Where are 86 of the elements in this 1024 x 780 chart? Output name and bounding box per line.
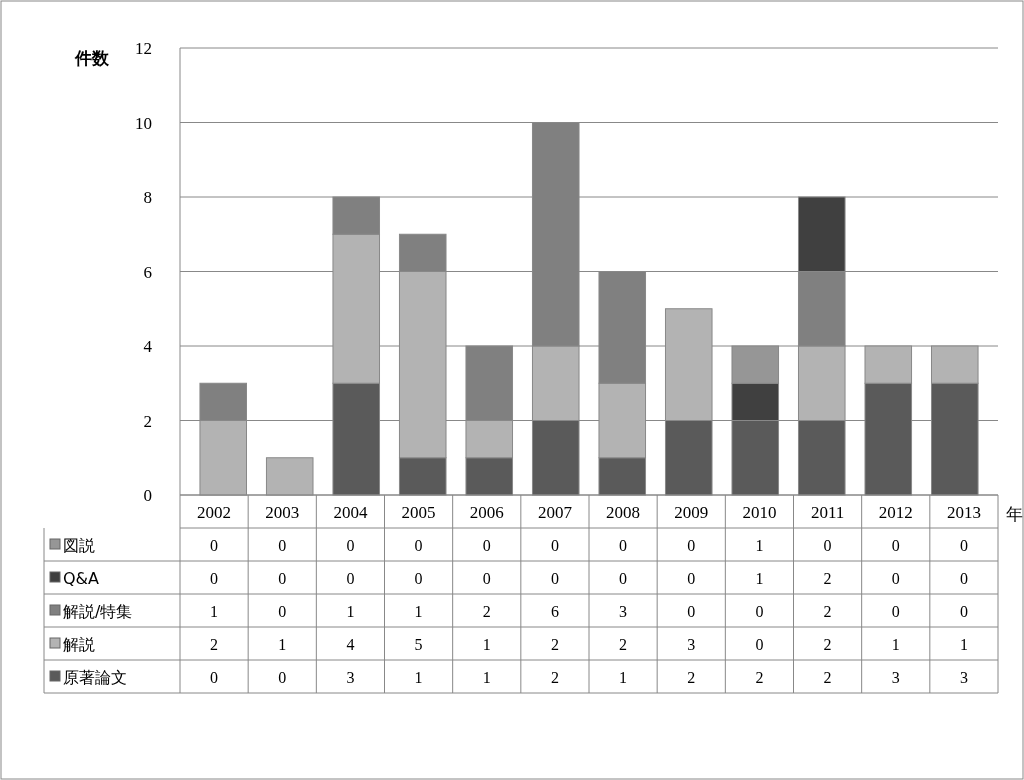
- data-label: 1: [482, 669, 491, 686]
- y-tick-label: 2: [143, 411, 152, 431]
- data-label: 0: [550, 570, 559, 587]
- data-label: 0: [414, 570, 423, 587]
- data-label: 1: [755, 570, 764, 587]
- data-label: 1: [346, 603, 355, 620]
- data-label: 0: [687, 537, 696, 554]
- data-label: 2: [482, 603, 491, 620]
- y-tick-label: 0: [143, 486, 152, 505]
- data-label: 2: [823, 669, 832, 686]
- data-label: 0: [346, 537, 355, 554]
- x-tick-label: 2012: [878, 503, 913, 522]
- data-label: 0: [755, 636, 764, 653]
- x-tick-label: 2006: [469, 503, 504, 522]
- legend-label: 図説: [63, 536, 95, 555]
- data-label: 6: [550, 603, 559, 620]
- y-tick-label: 12: [135, 39, 152, 58]
- y-tick-label: 4: [143, 337, 153, 356]
- x-tick-label: 2010: [742, 503, 777, 522]
- data-label: 3: [619, 603, 628, 620]
- data-label: 0: [687, 570, 696, 587]
- data-label: 1: [959, 636, 968, 653]
- data-label: 1: [278, 636, 287, 653]
- legend-label: 解説/特集: [63, 602, 133, 621]
- data-label: 0: [210, 570, 219, 587]
- legend-label: 原著論文: [63, 668, 127, 687]
- data-label: 0: [482, 570, 491, 587]
- x-axis-title: 年: [1006, 504, 1023, 524]
- data-label: 0: [891, 603, 900, 620]
- data-label: 0: [959, 537, 968, 554]
- data-label: 0: [550, 537, 559, 554]
- data-label: 1: [482, 636, 491, 653]
- data-label: 0: [278, 537, 287, 554]
- data-label: 1: [414, 603, 423, 620]
- data-label: 0: [959, 570, 968, 587]
- data-label: 0: [482, 537, 491, 554]
- data-label: 3: [891, 669, 900, 686]
- x-tick-label: 2004: [333, 503, 368, 522]
- data-label: 0: [414, 537, 423, 554]
- data-label: 0: [619, 537, 628, 554]
- data-label: 0: [346, 570, 355, 587]
- data-label: 2: [687, 669, 696, 686]
- data-label: 1: [619, 669, 628, 686]
- data-label: 0: [278, 669, 287, 686]
- data-label: 1: [414, 669, 423, 686]
- y-tick-label: 6: [143, 262, 152, 282]
- legend-label: 解説: [63, 635, 95, 654]
- data-label: 0: [278, 603, 287, 620]
- data-label: 3: [346, 669, 355, 686]
- data-label: 4: [346, 636, 355, 653]
- data-label: 0: [210, 537, 219, 554]
- data-label: 0: [891, 570, 900, 587]
- data-label: 2: [550, 636, 559, 653]
- data-label: 2: [823, 570, 832, 587]
- y-tick-label: 8: [143, 188, 152, 207]
- data-label: 0: [619, 570, 628, 587]
- data-label: 2: [619, 636, 628, 653]
- data-label: 0: [755, 603, 764, 620]
- data-label: 0: [278, 570, 287, 587]
- data-label: 2: [823, 603, 832, 620]
- data-label: 2: [823, 636, 832, 653]
- x-tick-label: 2008: [606, 503, 641, 522]
- x-tick-label: 2005: [401, 503, 436, 522]
- x-tick-label: 2011: [810, 503, 845, 522]
- data-label: 0: [823, 537, 832, 554]
- data-label: 3: [687, 636, 696, 653]
- y-tick-label: 10: [135, 113, 152, 133]
- x-tick-label: 2002: [197, 503, 232, 522]
- data-label: 3: [959, 669, 968, 686]
- data-label: 1: [891, 636, 900, 653]
- data-label: 0: [959, 603, 968, 620]
- x-tick-label: 2013: [946, 503, 981, 522]
- data-label: 2: [550, 669, 559, 686]
- data-label: 2: [755, 669, 764, 686]
- legend-label: Q&A: [63, 569, 100, 588]
- x-tick-label: 2009: [674, 503, 709, 522]
- data-label: 0: [210, 669, 219, 686]
- x-tick-label: 2007: [537, 503, 573, 522]
- data-label: 2: [210, 636, 219, 653]
- x-tick-label: 2003: [265, 503, 300, 522]
- data-label: 1: [210, 603, 219, 620]
- data-label: 1: [755, 537, 764, 554]
- y-axis-title: 件数: [74, 48, 110, 68]
- data-label: 5: [414, 636, 423, 653]
- data-label: 0: [687, 603, 696, 620]
- data-label: 0: [891, 537, 900, 554]
